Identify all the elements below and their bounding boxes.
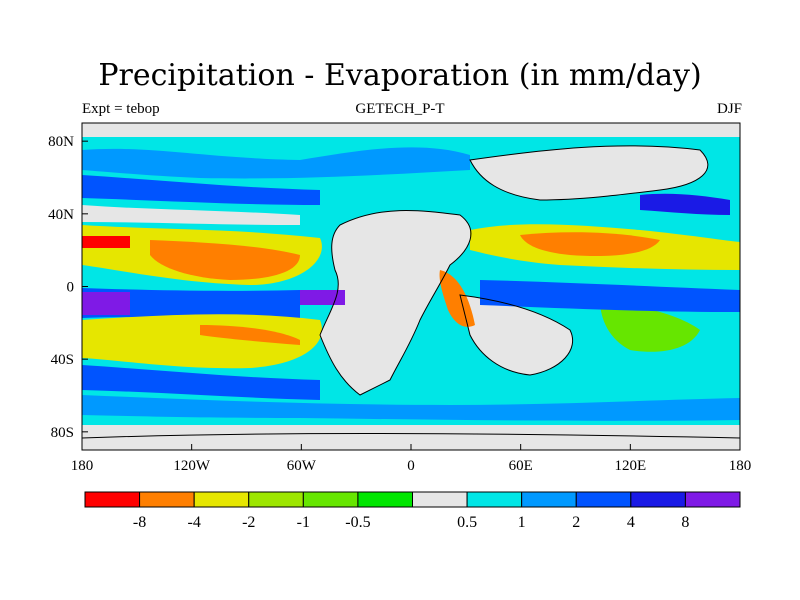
colorbar-label: -1	[297, 514, 310, 531]
latitude-axis: 80N 40N 0 40S 80S	[48, 134, 88, 441]
lat-tick-label: 40N	[48, 207, 74, 223]
season-label: DJF	[716, 101, 742, 117]
colorbar-label: -8	[133, 514, 146, 531]
colorbar-swatch	[466, 491, 523, 508]
coastal-dry-strip	[439, 270, 475, 327]
longitude-axis: 180 120W 60W 0 60E 120E 180	[71, 444, 752, 474]
east-equatorial-wet	[480, 280, 740, 312]
colorbar-label: -4	[188, 514, 201, 531]
south-storm-track	[82, 365, 320, 400]
lat-tick-label: 80N	[48, 134, 74, 150]
itcz-band	[82, 288, 300, 318]
lon-tick-label: 120E	[614, 458, 646, 474]
dry-patch-west	[82, 236, 130, 248]
colorbar-label: 2	[572, 514, 580, 531]
lon-tick-label: 0	[407, 458, 415, 474]
map-field	[82, 123, 740, 450]
dataset-label: GETECH_P-T	[355, 101, 445, 117]
north-storm-track	[82, 175, 320, 205]
coastline-north	[469, 145, 709, 201]
coastline-antarctic	[82, 433, 740, 439]
arctic-band	[82, 123, 740, 137]
colorbar-swatch	[575, 491, 632, 508]
southern-landmass	[460, 295, 573, 375]
lon-tick-label: 180	[729, 458, 752, 474]
north-pacific-wet-band	[82, 147, 470, 179]
map-title: Precipitation - Evaporation (in mm/day)	[98, 58, 702, 93]
colorbar-swatch	[139, 491, 195, 508]
lon-tick-label: 60E	[509, 458, 533, 474]
colorbar-swatch	[84, 491, 141, 508]
colorbar-swatch	[412, 491, 468, 508]
coastline-south	[459, 294, 574, 376]
colorbar-label: -0.5	[345, 514, 370, 531]
east-green-zone	[600, 300, 700, 352]
colorbar-swatch	[521, 491, 577, 508]
colorbar-label: 8	[681, 514, 689, 531]
lon-tick-label: 120W	[173, 458, 211, 474]
east-dry-core	[520, 232, 660, 257]
lat-tick-label: 0	[67, 280, 75, 296]
colorbar-swatch	[193, 491, 250, 508]
itcz-core-west	[82, 292, 130, 315]
colorbar-label: 4	[627, 514, 635, 531]
colorbar-swatch	[357, 491, 413, 508]
southern-ocean-band	[82, 395, 740, 421]
lat-tick-label: 40S	[51, 352, 74, 368]
north-pacific-dry-core	[150, 240, 300, 280]
continent-americas-like	[320, 210, 471, 395]
isthmus-wet-core	[300, 290, 345, 305]
east-storm-core	[640, 193, 730, 215]
south-subtropic-yellow	[82, 314, 322, 369]
lat-tick-label: 80S	[51, 425, 74, 441]
lon-tick-label: 60W	[287, 458, 317, 474]
colorbar: -8 -4 -2 -1 -0.5 0.5 1 2 4 8	[84, 491, 741, 531]
coastline-central	[319, 210, 472, 396]
colorbar-swatch	[302, 491, 359, 508]
colorbar-swatch	[684, 491, 741, 508]
northern-landmass	[470, 145, 708, 200]
subtropical-dry-edge	[82, 205, 300, 225]
colorbar-label: -2	[242, 514, 255, 531]
lon-tick-label: 180	[71, 458, 94, 474]
colorbar-swatch	[248, 491, 304, 508]
experiment-label: Expt = tebop	[82, 101, 160, 117]
south-pacific-dry-core	[200, 325, 300, 345]
colorbar-label: 0.5	[457, 514, 477, 531]
colorbar-label: 1	[518, 514, 526, 531]
colorbar-swatch	[630, 491, 686, 508]
